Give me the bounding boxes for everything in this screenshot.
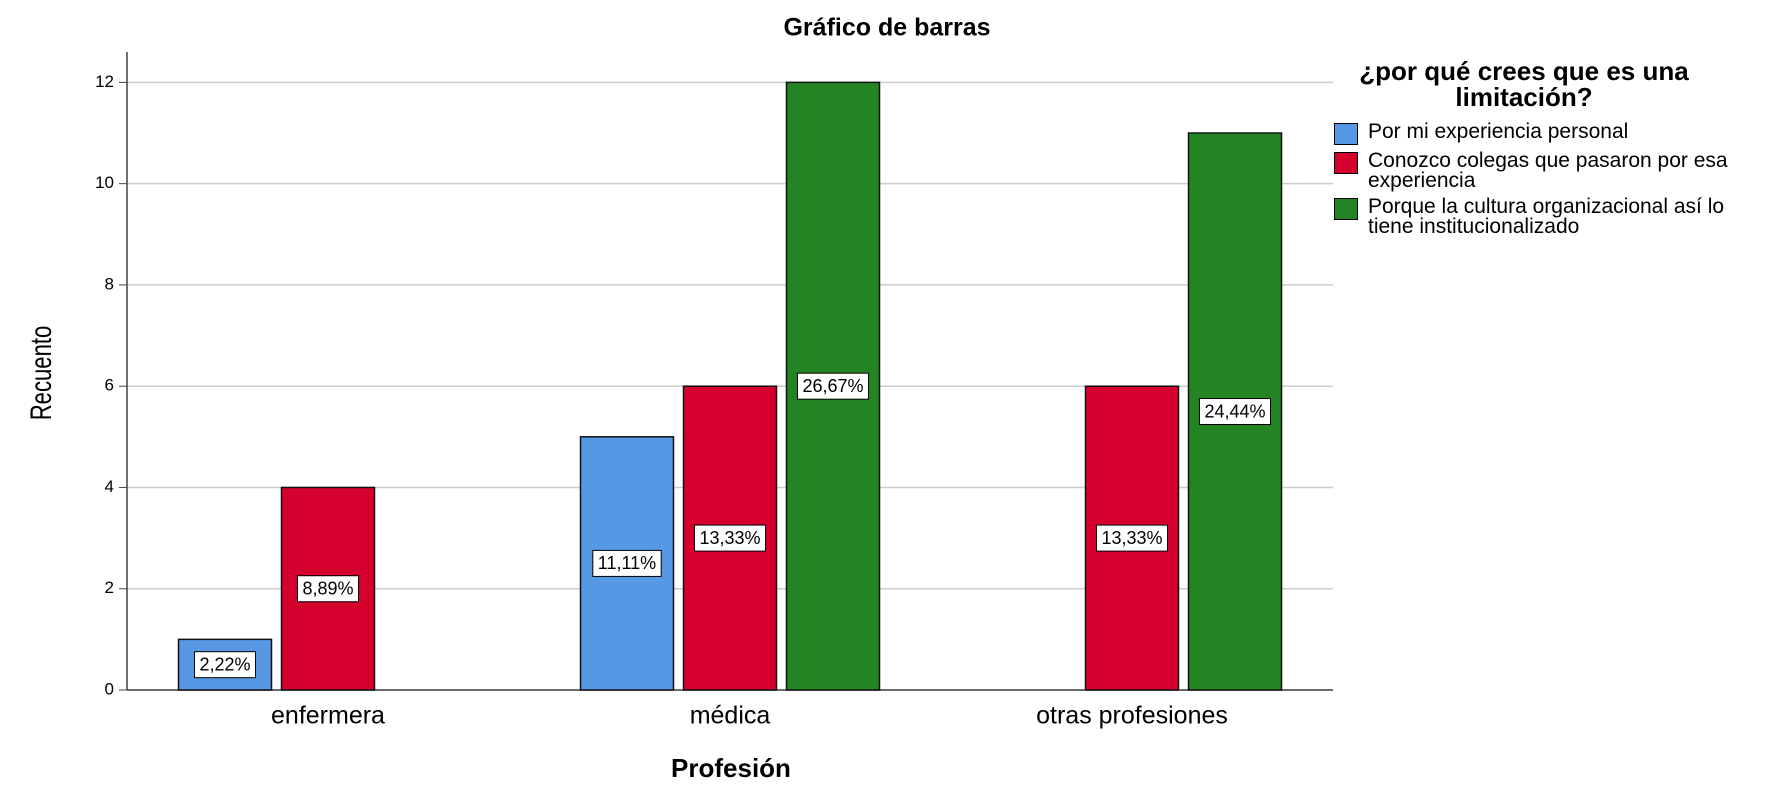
legend-item: Conozco colegas que pasaron por esa expe…	[1334, 149, 1764, 192]
x-tick-label: médica	[690, 702, 771, 730]
legend-title: ¿por qué crees que es una limitación?	[1359, 56, 1689, 112]
value-label-box	[193, 651, 257, 679]
legend-swatch	[1334, 152, 1358, 174]
legend-label: Por mi experiencia personal	[1368, 120, 1629, 143]
value-label-box	[296, 575, 360, 603]
value-label-box	[1198, 398, 1272, 426]
y-tick-label: 8	[105, 274, 114, 293]
y-tick-label: 2	[105, 578, 114, 597]
value-label-box	[693, 524, 767, 552]
y-tick-label: 6	[105, 376, 114, 395]
value-label: 8,89%	[302, 578, 353, 598]
value-label: 11,11%	[598, 553, 656, 573]
value-label-box	[1095, 524, 1169, 552]
value-label-box	[796, 372, 870, 400]
value-label: 24,44%	[1204, 401, 1265, 421]
y-tick-label: 0	[105, 679, 114, 698]
value-label: 13,33%	[699, 528, 760, 548]
value-label-box	[592, 549, 662, 577]
value-label: 2,22%	[199, 654, 250, 674]
y-tick-label: 10	[95, 173, 114, 192]
chart-title: Gráfico de barras	[783, 14, 990, 42]
x-tick-label: otras profesiones	[1036, 702, 1228, 730]
legend-swatch	[1334, 123, 1358, 145]
legend-swatch	[1334, 198, 1358, 220]
value-label: 13,33%	[1101, 528, 1162, 548]
legend-item: Porque la cultura organizacional así lo …	[1334, 195, 1764, 238]
legend-item: Por mi experiencia personal	[1334, 120, 1764, 145]
y-axis-label: Recuento	[24, 326, 58, 421]
legend: ¿por qué crees que es una limitación? Po…	[1334, 58, 1764, 243]
value-label: 26,67%	[802, 376, 863, 396]
x-tick-label: enfermera	[271, 702, 385, 730]
x-axis-label: Profesión	[671, 753, 791, 783]
y-tick-label: 4	[105, 477, 114, 496]
legend-label: Porque la cultura organizacional así lo …	[1368, 195, 1725, 238]
y-tick-label: 12	[95, 72, 114, 91]
legend-label: Conozco colegas que pasaron por esa expe…	[1368, 149, 1728, 192]
